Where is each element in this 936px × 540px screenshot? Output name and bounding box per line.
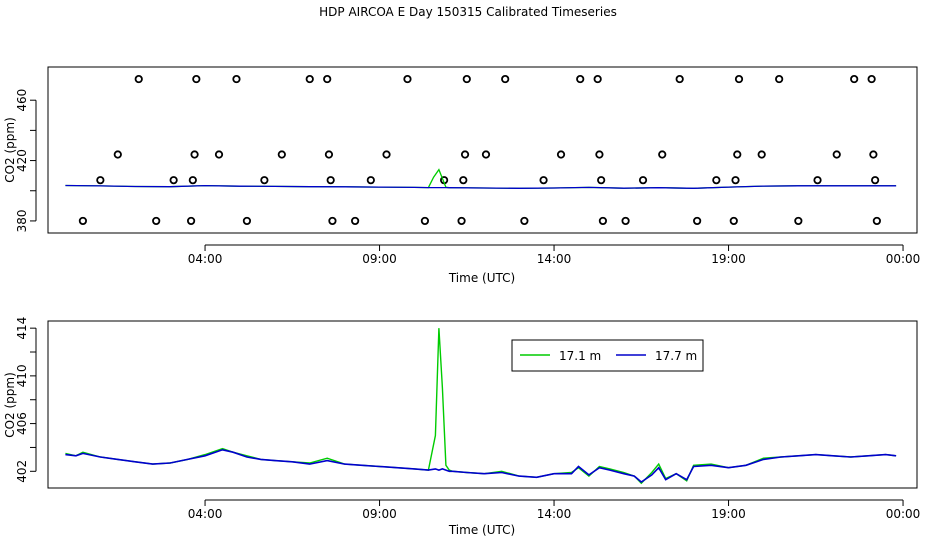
- top-marker-22: [382, 150, 391, 159]
- top-marker-53: [813, 176, 822, 185]
- top-y-tick-label-4: 460: [15, 89, 29, 112]
- top-y-tick-label-2: 420: [15, 149, 29, 172]
- top-marker-41: [638, 176, 648, 185]
- top-y-tick-label-0: 380: [15, 209, 29, 232]
- bottom-y-tick-label-6: 414: [15, 317, 29, 340]
- top-plot-frame: [47, 66, 918, 234]
- top-marker-15: [305, 74, 314, 84]
- top-marker-10: [214, 150, 224, 159]
- top-line-17-7m: [65, 184, 897, 189]
- bottom-y-axis: 402 406 410 414: [15, 317, 37, 483]
- top-x-axis: 04:00 09:00 14:00 19:00 00:00: [188, 244, 921, 266]
- bottom-y-axis-label: CO2 (ppm): [3, 372, 17, 438]
- top-marker-21: [366, 176, 375, 185]
- bottom-x-tick-label-0: 04:00: [188, 507, 223, 521]
- top-marker-20: [351, 216, 360, 226]
- top-x-tick-label-4: 00:00: [886, 252, 921, 266]
- top-y-axis-label: CO2 (ppm): [3, 117, 17, 183]
- top-marker-16: [323, 74, 332, 84]
- legend-label-17-1m: 17.1 m: [559, 349, 601, 363]
- top-marker-39: [598, 216, 608, 226]
- top-marker-38: [597, 176, 606, 185]
- top-marker-58: [871, 176, 880, 185]
- top-marker-45: [712, 176, 721, 185]
- top-marker-55: [850, 74, 859, 84]
- top-marker-35: [576, 74, 585, 84]
- top-markers-group: [78, 74, 881, 226]
- bottom-panel: 04:00 09:00 14:00 19:00 00:00 402 406 410 414 T…: [3, 317, 920, 537]
- top-marker-57: [869, 150, 878, 159]
- top-x-tick-label-3: 19:00: [711, 252, 746, 266]
- top-marker-13: [260, 176, 269, 185]
- top-marker-18: [326, 176, 335, 185]
- top-marker-42: [658, 150, 667, 159]
- top-marker-50: [757, 150, 766, 159]
- top-marker-44: [693, 216, 702, 226]
- chart-title: HDP AIRCOA E Day 150315 Calibrated Times…: [319, 5, 617, 19]
- top-marker-9: [192, 74, 201, 84]
- top-marker-26: [457, 216, 466, 226]
- top-marker-17: [324, 150, 334, 159]
- top-marker-29: [462, 74, 471, 84]
- bottom-x-tick-label-4: 00:00: [886, 507, 921, 521]
- top-marker-14: [277, 150, 286, 159]
- top-x-tick-label-1: 09:00: [362, 252, 397, 266]
- top-marker-33: [539, 176, 548, 185]
- top-x-tick-label-2: 14:00: [537, 252, 572, 266]
- top-marker-28: [460, 150, 470, 159]
- top-marker-32: [520, 216, 529, 226]
- top-marker-0: [78, 216, 87, 226]
- top-marker-23: [403, 74, 412, 84]
- series-line-17-1-m: [65, 328, 897, 485]
- top-marker-51: [775, 74, 784, 84]
- top-marker-48: [733, 150, 742, 159]
- top-marker-34: [556, 150, 566, 159]
- bottom-y-tick-label-2: 406: [15, 412, 29, 435]
- top-marker-24: [420, 216, 430, 226]
- top-y-axis: 380 420 460: [15, 89, 37, 232]
- top-x-axis-label: Time (UTC): [448, 271, 515, 285]
- top-marker-40: [621, 216, 630, 226]
- bottom-plot-frame: [47, 320, 918, 489]
- top-marker-31: [501, 74, 510, 84]
- top-marker-27: [459, 176, 468, 185]
- top-x-tick-label-0: 04:00: [188, 252, 223, 266]
- top-marker-3: [134, 74, 143, 84]
- top-marker-19: [328, 216, 337, 226]
- bottom-y-tick-label-4: 410: [15, 364, 29, 387]
- bottom-y-tick-label-0: 402: [15, 460, 29, 483]
- legend-label-17-7m: 17.7 m: [655, 349, 697, 363]
- top-marker-4: [152, 216, 161, 226]
- top-marker-54: [832, 150, 841, 159]
- top-marker-47: [731, 176, 740, 185]
- top-marker-36: [593, 74, 602, 84]
- bottom-x-tick-label-3: 19:00: [711, 507, 746, 521]
- top-marker-56: [867, 74, 876, 84]
- series-line-17-7-m: [65, 448, 897, 484]
- top-marker-49: [734, 74, 744, 84]
- top-marker-59: [872, 216, 881, 226]
- top-marker-7: [188, 176, 197, 185]
- top-marker-12: [242, 216, 252, 226]
- top-marker-52: [794, 216, 803, 226]
- bottom-x-axis: 04:00 09:00 14:00 19:00 00:00: [188, 499, 921, 521]
- top-marker-5: [169, 176, 178, 185]
- bottom-x-tick-label-1: 09:00: [362, 507, 397, 521]
- top-marker-11: [232, 74, 241, 84]
- top-marker-1: [96, 176, 105, 185]
- top-marker-43: [675, 74, 684, 84]
- top-marker-8: [190, 150, 199, 159]
- top-line-group: [65, 168, 897, 189]
- legend: 17.1 m 17.7 m: [511, 339, 704, 372]
- bottom-lines-group: [65, 328, 897, 485]
- top-marker-6: [186, 216, 196, 226]
- top-marker-2: [113, 150, 122, 159]
- bottom-x-tick-label-2: 14:00: [537, 507, 572, 521]
- top-marker-46: [729, 216, 738, 226]
- top-marker-37: [595, 150, 604, 159]
- bottom-x-axis-label: Time (UTC): [448, 523, 515, 537]
- top-panel: 04:00 09:00 14:00 19:00 00:00 380 420 460 Time…: [3, 66, 921, 285]
- top-marker-30: [481, 150, 491, 159]
